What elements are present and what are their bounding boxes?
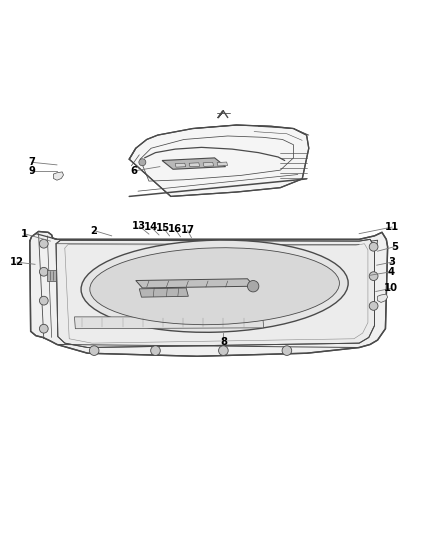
Circle shape [151,346,160,356]
Text: 7: 7 [28,157,35,167]
Polygon shape [189,163,200,167]
Text: 8: 8 [220,337,227,347]
Text: 11: 11 [385,222,399,232]
Polygon shape [53,172,64,180]
Text: 1: 1 [21,229,28,239]
Polygon shape [162,158,226,169]
Polygon shape [136,279,254,288]
Text: 6: 6 [130,166,137,176]
Circle shape [219,346,228,356]
Circle shape [369,302,378,310]
Circle shape [89,346,99,356]
Polygon shape [47,270,56,280]
Ellipse shape [90,248,339,325]
Polygon shape [139,288,188,297]
Polygon shape [217,162,228,166]
Text: 15: 15 [156,223,170,233]
Polygon shape [129,125,309,197]
Circle shape [39,324,48,333]
Text: 4: 4 [388,266,395,277]
Text: 9: 9 [28,166,35,176]
Ellipse shape [81,240,348,332]
Polygon shape [175,163,186,167]
Text: 3: 3 [389,257,396,267]
Circle shape [39,239,48,248]
Text: 14: 14 [144,222,158,232]
Polygon shape [203,163,214,166]
Text: 2: 2 [91,225,98,236]
Text: 10: 10 [384,284,398,293]
Circle shape [139,159,146,166]
Circle shape [247,280,259,292]
Circle shape [369,272,378,280]
Polygon shape [30,231,388,356]
Circle shape [282,346,292,356]
Circle shape [369,243,378,251]
Text: 5: 5 [391,242,398,252]
Circle shape [39,296,48,305]
Polygon shape [378,294,388,302]
Text: 17: 17 [180,225,194,235]
Text: 16: 16 [168,224,182,235]
Text: 12: 12 [10,257,24,267]
Polygon shape [74,317,264,329]
Text: 13: 13 [132,221,146,231]
Polygon shape [56,239,374,348]
Circle shape [39,268,48,276]
